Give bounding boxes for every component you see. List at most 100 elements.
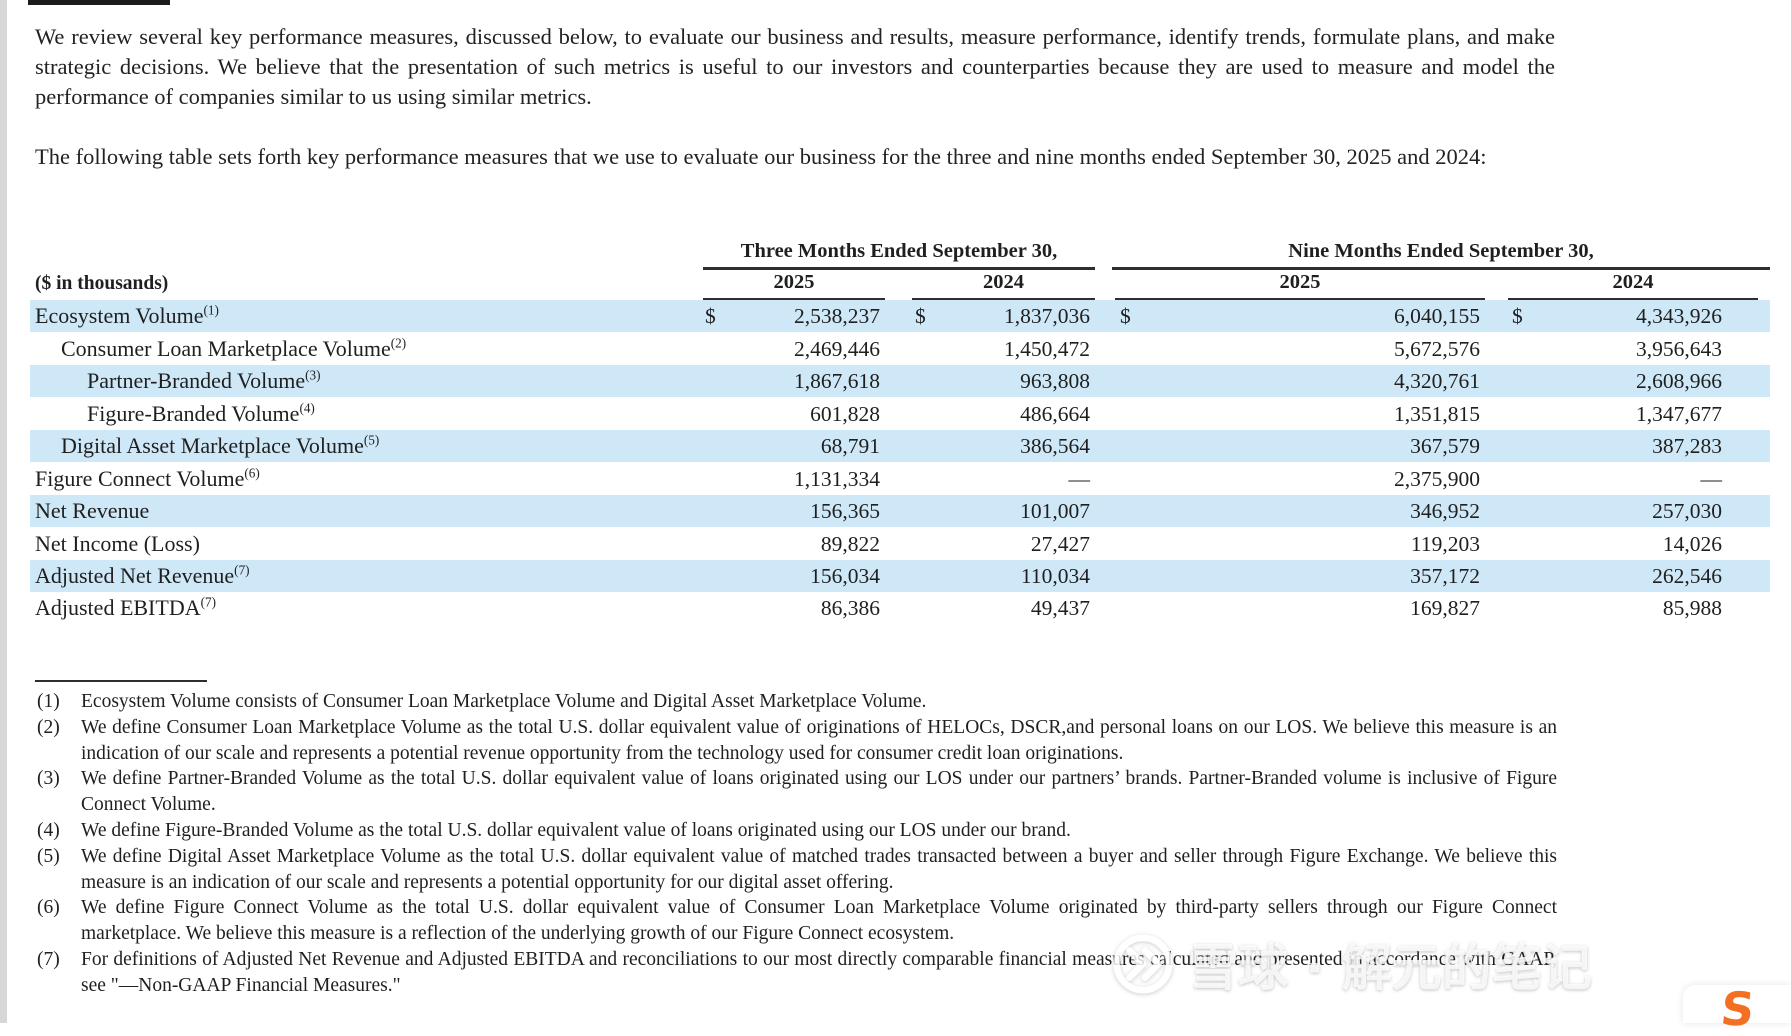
cell-value: 601,828	[810, 402, 880, 426]
cell-value: 1,347,677	[1636, 402, 1722, 426]
cell-value: 169,827	[1410, 596, 1480, 620]
table-row: Net Revenue 156,365 101,007 346,952 257,…	[30, 495, 1770, 527]
footnote: (1) Ecosystem Volume consists of Consumer…	[35, 689, 1557, 715]
cell-value: 89,822	[820, 532, 880, 556]
footnote-text: Ecosystem Volume consists of Consumer Lo…	[81, 691, 927, 712]
table-row: Adjusted Net Revenue(7) 156,034 110,034 …	[30, 560, 1770, 592]
footnote-ref: (3)	[305, 367, 321, 383]
footnote: (6) We define Figure Connect Volume as th…	[35, 895, 1557, 947]
year-rule	[703, 298, 885, 301]
cell-value: 2,608,966	[1636, 369, 1722, 393]
footnote-ref: (6)	[244, 465, 260, 481]
cell-value: 2,375,900	[1394, 467, 1480, 491]
cropped-heading-fragment	[28, 0, 170, 5]
cell-value: 3,956,643	[1636, 337, 1722, 361]
table-row: Partner-Branded Volume(3) 1,867,618 963,…	[30, 365, 1770, 397]
row-label: Consumer Loan Marketplace Volume(2)	[61, 335, 407, 361]
row-label: Adjusted Net Revenue(7)	[35, 562, 250, 588]
footnote-ref: (7)	[200, 594, 216, 610]
cell-value: 1,837,036	[1004, 304, 1090, 328]
footnote-number: (6)	[37, 897, 60, 919]
footnote-ref: (4)	[299, 400, 315, 416]
row-label: Net Revenue	[35, 498, 150, 523]
page-left-edge	[0, 0, 7, 1023]
table-row: Figure Connect Volume(6) 1,131,334 — 2,3…	[30, 463, 1770, 495]
cell-value: 357,172	[1410, 564, 1480, 588]
footnote-number: (3)	[37, 768, 60, 790]
cell-value: 386,564	[1020, 434, 1090, 458]
cell-value: 387,283	[1652, 434, 1722, 458]
cell-value: 4,320,761	[1394, 369, 1480, 393]
year-rule	[1508, 298, 1758, 301]
year-header: 2024	[1612, 271, 1654, 293]
row-label: Net Income (Loss)	[35, 531, 200, 556]
cell-value: 1,867,618	[794, 369, 880, 393]
cell-value: 1,450,472	[1004, 337, 1090, 361]
table-row: Adjusted EBITDA(7) 86,386 49,437 169,827…	[30, 592, 1770, 624]
cell-value: 110,034	[1020, 564, 1090, 588]
footnote-text: For definitions of Adjusted Net Revenue …	[81, 948, 1557, 996]
year-header: 2024	[983, 271, 1024, 293]
column-group-nine-months: Nine Months Ended September 30,	[1288, 240, 1594, 262]
currency-symbol: $	[1512, 304, 1523, 328]
footnote-text: We define Consumer Loan Marketplace Volu…	[81, 716, 1557, 764]
currency-symbol: $	[1120, 304, 1131, 328]
cell-value: 85,988	[1662, 596, 1722, 620]
cell-value: 5,672,576	[1394, 337, 1480, 361]
kpi-table: Three Months Ended September 30, Nine Mo…	[30, 238, 1770, 630]
xueqiu-corner-badge: S	[1683, 982, 1791, 1036]
cell-value: 2,469,446	[794, 337, 880, 361]
footnote-number: (7)	[37, 948, 60, 970]
units-label: ($ in thousands)	[35, 273, 169, 294]
table-row: Net Income (Loss) 89,822 27,427 119,203 …	[30, 528, 1770, 560]
footnote-text: We define Figure-Branded Volume as the t…	[81, 819, 1071, 841]
cell-value: 119,203	[1410, 532, 1480, 556]
xueqiu-logo-watermark	[1113, 934, 1173, 994]
watermark-text: 雪球 · 解元的笔记	[1188, 939, 1592, 997]
footnote-ref: (2)	[390, 335, 407, 351]
footnotes-section: (1) Ecosystem Volume consists of Consumer…	[35, 680, 1557, 999]
footnote-ref: (5)	[363, 432, 380, 448]
footnote-number: (1)	[37, 691, 60, 712]
footnote-number: (5)	[37, 845, 60, 867]
currency-symbol: $	[705, 304, 716, 328]
row-label: Figure Connect Volume(6)	[35, 465, 260, 491]
cell-value: 101,007	[1020, 499, 1090, 523]
cell-value: 1,131,334	[794, 467, 880, 491]
row-label: Digital Asset Marketplace Volume(5)	[61, 432, 380, 458]
table-row: Consumer Loan Marketplace Volume(2) 2,46…	[30, 333, 1770, 365]
row-label: Ecosystem Volume(1)	[35, 302, 219, 328]
group-rule	[703, 267, 1095, 270]
cell-value: 49,437	[1030, 596, 1090, 620]
row-label: Adjusted EBITDA(7)	[35, 594, 216, 620]
intro-paragraph: We review several key performance measur…	[35, 24, 1555, 109]
cell-value: 6,040,155	[1394, 304, 1480, 328]
row-label: Partner-Branded Volume(3)	[87, 367, 321, 393]
watermark: 雪球 · 解元的笔记	[1112, 928, 1592, 1000]
year-rule	[912, 298, 1095, 301]
group-rule	[1112, 267, 1770, 270]
cell-value: 14,026	[1662, 532, 1722, 556]
footnote-text: We define Figure Connect Volume as the t…	[81, 897, 1557, 945]
cell-value: —	[1068, 467, 1091, 491]
cell-value: 156,365	[810, 499, 880, 523]
cell-value: 1,351,815	[1394, 402, 1480, 426]
cell-value: 68,791	[820, 434, 880, 458]
snowball-s-logo: S	[1718, 982, 1757, 1036]
footnote: (7) For definitions of Adjusted Net Reven…	[35, 947, 1557, 999]
footnote: (5) We define Digital Asset Marketplace V…	[35, 844, 1557, 896]
cell-value: 257,030	[1652, 499, 1722, 523]
column-group-three-months: Three Months Ended September 30,	[740, 240, 1058, 262]
table-intro-paragraph: The following table sets forth key perfo…	[35, 144, 1487, 169]
footnote: (2) We define Consumer Loan Marketplace V…	[35, 715, 1557, 767]
cell-value: 4,343,926	[1636, 304, 1722, 328]
cell-value: 27,427	[1030, 532, 1090, 556]
footnote-number: (2)	[37, 716, 60, 738]
footnote-ref: (1)	[203, 302, 219, 318]
table-row: Digital Asset Marketplace Volume(5) 68,7…	[30, 430, 1770, 462]
cell-value: —	[1700, 467, 1723, 491]
year-header: 2025	[1279, 271, 1321, 293]
footnote-rule	[35, 680, 207, 682]
footnote-ref: (7)	[234, 562, 250, 578]
footnote-text: We define Partner-Branded Volume as the …	[81, 768, 1557, 816]
